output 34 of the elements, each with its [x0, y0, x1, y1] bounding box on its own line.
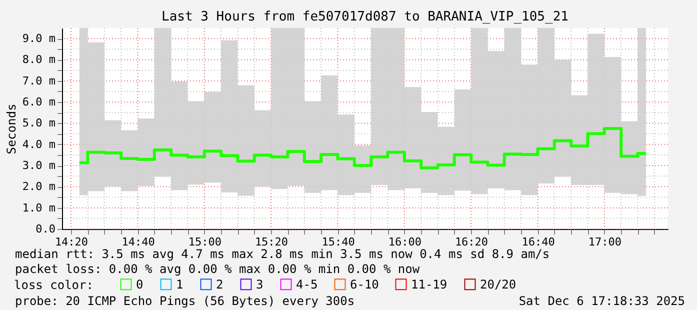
legend-label: 6-10	[350, 277, 379, 292]
legend-label: 4-5	[296, 277, 318, 292]
text: median rtt: 3.5 ms avg 4.7 ms max 2.8 ms min 3.5 ms now 0.4 ms sd 8.9 am/s	[15, 247, 550, 261]
text: probe: 20 ICMP Echo Pings (56 Bytes) every 300s	[15, 294, 355, 308]
legend-label: 11-19	[411, 277, 448, 292]
y-tick-label: 5.0 m	[22, 116, 56, 130]
y-tick-label: 0.0	[36, 222, 56, 236]
x-tick-label: 15:20	[254, 236, 288, 248]
x-tick-label: 15:40	[322, 236, 355, 248]
legend-label: 1	[176, 277, 184, 292]
legend-title: loss color:	[14, 278, 94, 292]
text: Sat Dec 6 17:18:33 2025	[518, 294, 685, 308]
y-tick-label: 6.0 m	[22, 96, 56, 109]
y-tick-label: 4.0 m	[22, 138, 56, 151]
chart-title: Last 3 Hours from fe507017d087 to BARANIA_VIP_105_21	[162, 10, 568, 24]
x-tick-label: 17:00	[588, 236, 622, 248]
x-tick-label: 15:00	[188, 236, 222, 248]
legend-label: 0	[136, 277, 144, 292]
text: packet loss: 0.00 % avg 0.00 % max 0.00 % min 0.00 % now	[15, 262, 420, 276]
y-tick-label: 9.0 m	[22, 32, 56, 46]
x-tick-label: 16:00	[388, 236, 422, 248]
y-tick-label: 2.0 m	[22, 180, 56, 194]
x-tick-label: 14:20	[54, 236, 88, 248]
legend-label: 20/20	[480, 277, 516, 292]
y-tick-label: 1.0 m	[22, 201, 56, 214]
legend-label: 2	[216, 277, 224, 292]
y-axis-title: Seconds	[4, 104, 18, 154]
legend-label: 3	[256, 277, 264, 292]
y-tick-label: 8.0 m	[22, 53, 56, 66]
y-tick-label: 7.0 m	[22, 74, 56, 88]
y-tick-label: 3.0 m	[22, 159, 56, 172]
x-tick-label: 16:20	[454, 236, 488, 248]
x-tick-label: 14:40	[122, 236, 155, 248]
x-tick-label: 16:40	[522, 236, 555, 248]
